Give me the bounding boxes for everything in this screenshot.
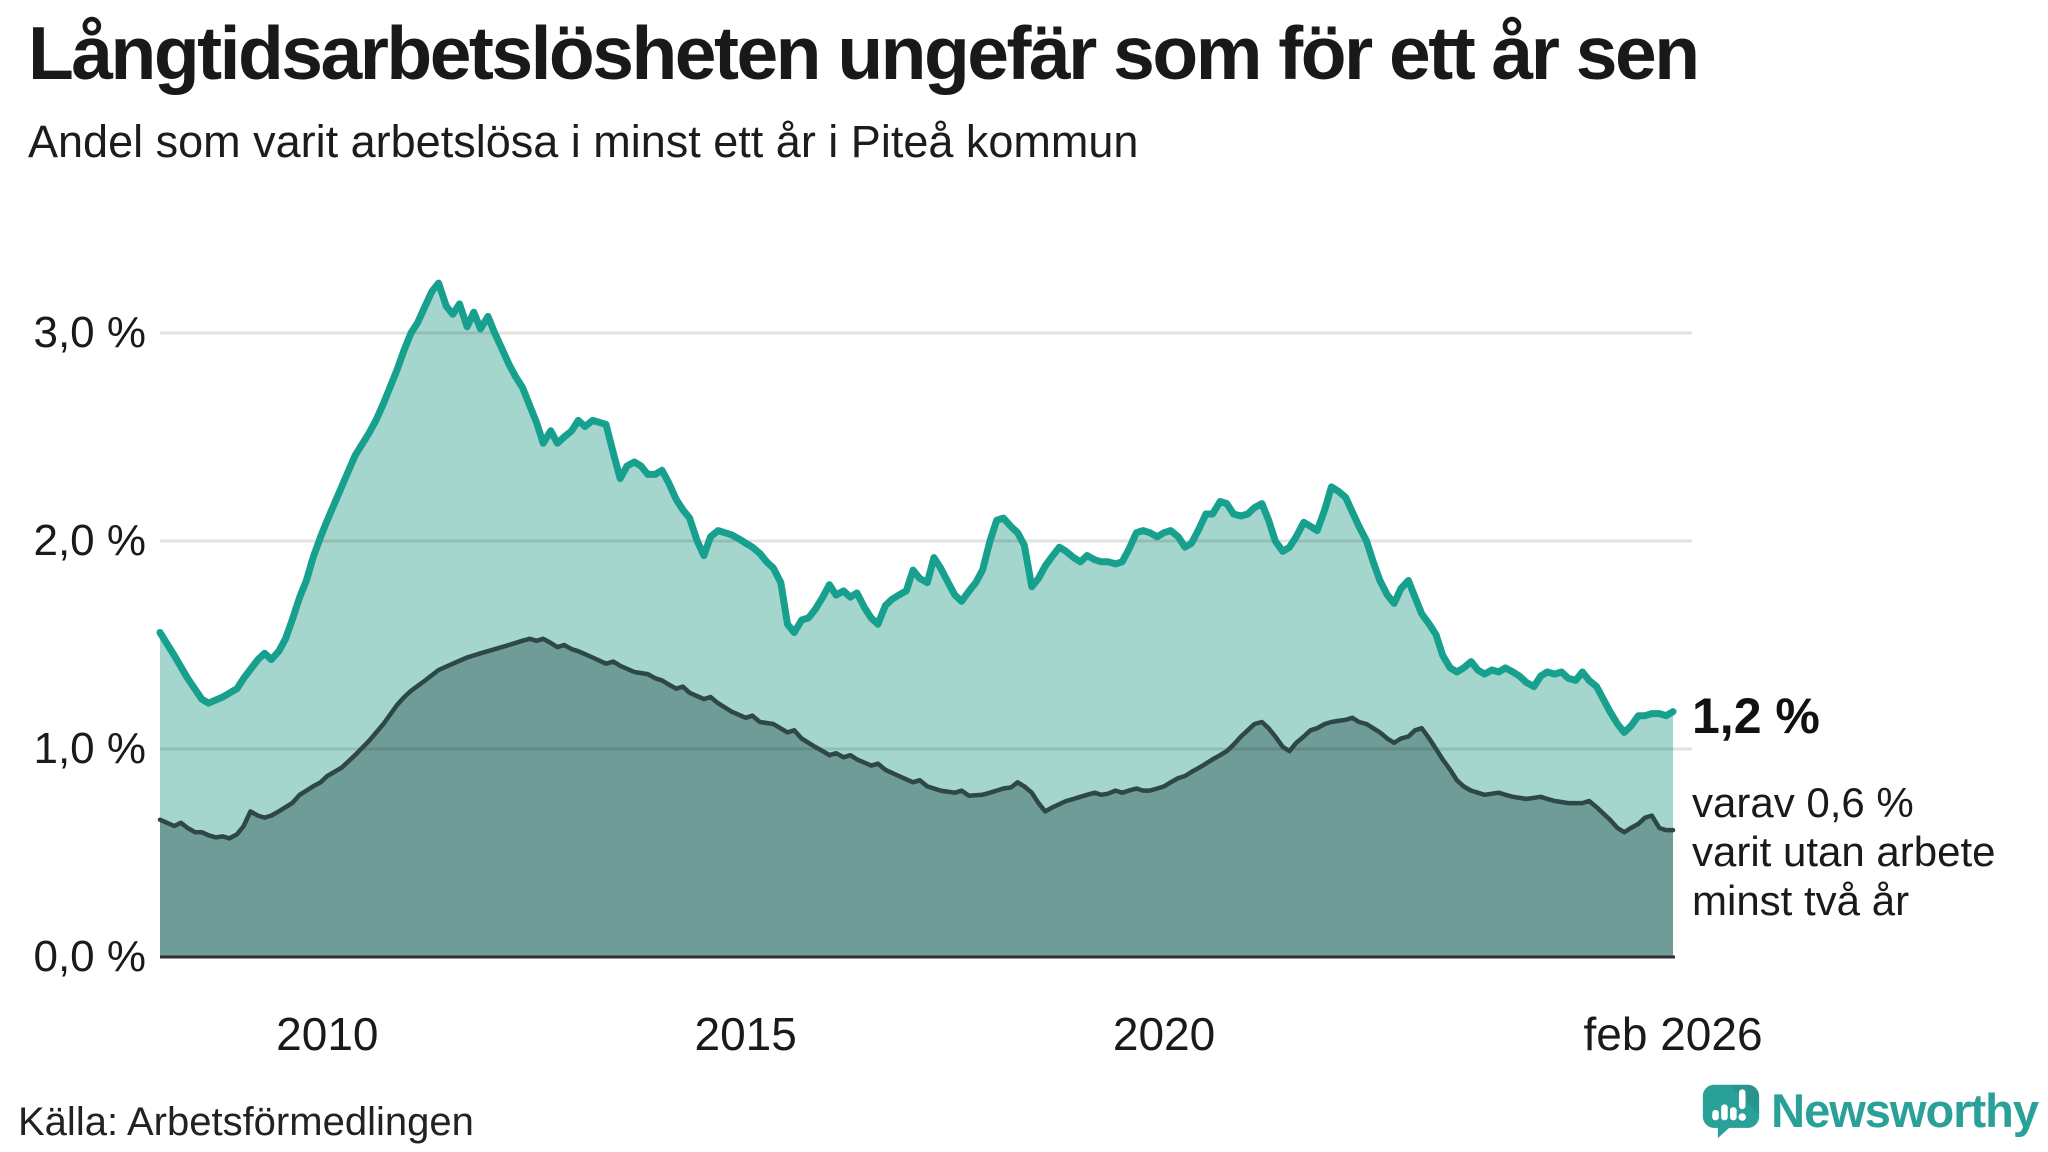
x-axis-tick-2010: 2010 <box>276 1008 379 1060</box>
x-axis-tick-feb-2026: feb 2026 <box>1583 1008 1763 1060</box>
area-fill-at-least-two-years <box>160 638 1673 957</box>
newsworthy-speech-bubble-chart-icon <box>1701 1080 1761 1140</box>
annotation-line-2: varit utan arbete <box>1692 828 1996 875</box>
y-axis-tick-3: 3,0 % <box>33 308 146 357</box>
page-subtitle: Andel som varit arbetslösa i minst ett å… <box>28 116 1139 167</box>
two-year-annotation: varav 0,6 % varit utan arbete minst två … <box>1692 778 1996 925</box>
annotation-line-3: minst två år <box>1692 877 1910 924</box>
y-axis-tick-1: 1,0 % <box>33 724 146 773</box>
source-attribution: Källa: Arbetsförmedlingen <box>18 1100 474 1144</box>
y-axis-tick-2: 2,0 % <box>33 516 146 565</box>
x-axis-tick-2020: 2020 <box>1112 1008 1216 1060</box>
series-line-at-least-one-year <box>156 279 1677 736</box>
newsworthy-wordmark: Newsworthy <box>1771 1083 2039 1137</box>
newsworthy-logo: Newsworthy <box>1701 1080 2039 1140</box>
x-axis-tick-2015: 2015 <box>694 1008 797 1060</box>
series-line-at-least-two-years <box>157 636 1676 841</box>
page-title: Långtidsarbetslösheten ungefär som för e… <box>28 11 1700 95</box>
annotation-line-1: varav 0,6 % <box>1692 779 1914 826</box>
latest-value-label: 1,2 % <box>1692 688 1820 744</box>
y-axis-tick-0: 0,0 % <box>33 932 146 981</box>
